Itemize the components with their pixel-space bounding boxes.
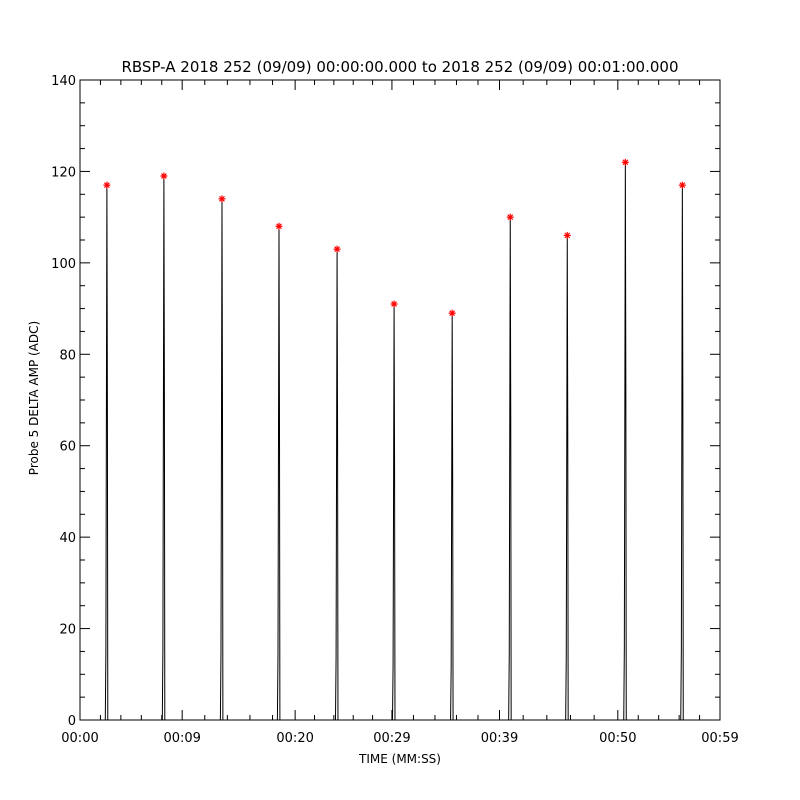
peak-marker <box>160 172 168 180</box>
peak-marker <box>333 245 341 253</box>
y-tick-label: 140 <box>51 74 76 89</box>
y-tick-label: 40 <box>59 531 76 546</box>
peak-marker <box>218 195 226 203</box>
chart-title: RBSP-A 2018 252 (09/09) 00:00:00.000 to … <box>121 58 678 76</box>
peak-marker <box>448 309 456 317</box>
x-tick-label: 00:50 <box>599 731 636 746</box>
x-tick-label: 00:59 <box>701 731 738 746</box>
peak-marker <box>103 181 111 189</box>
y-tick-label: 120 <box>51 165 76 180</box>
x-tick-label: 00:00 <box>61 731 98 746</box>
peak-markers <box>103 158 686 317</box>
peak-marker <box>275 222 283 230</box>
y-tick-label: 20 <box>59 623 76 638</box>
x-axis-ticks: 00:00 00:09 00:20 00:29 00:39 00:50 00:59 <box>61 80 739 746</box>
y-tick-label: 80 <box>59 348 76 363</box>
x-tick-label: 00:09 <box>163 731 200 746</box>
peak-marker <box>678 181 686 189</box>
y-axis-label: Probe 5 DELTA AMP (ADC) <box>27 321 41 475</box>
x-axis-label: TIME (MM:SS) <box>358 752 441 766</box>
data-trace <box>83 162 717 721</box>
peak-marker <box>390 300 398 308</box>
y-tick-label: 0 <box>68 714 76 729</box>
peak-marker <box>563 231 571 239</box>
trace-line <box>83 162 717 721</box>
x-tick-label: 00:29 <box>373 731 410 746</box>
x-tick-label: 00:20 <box>276 731 313 746</box>
x-tick-label: 00:39 <box>481 731 518 746</box>
peak-marker <box>621 158 629 166</box>
y-tick-label: 100 <box>51 257 76 272</box>
y-tick-label: 60 <box>59 440 76 455</box>
peak-marker <box>506 213 514 221</box>
y-axis-ticks: 0 20 40 60 80 100 120 140 <box>51 74 720 729</box>
